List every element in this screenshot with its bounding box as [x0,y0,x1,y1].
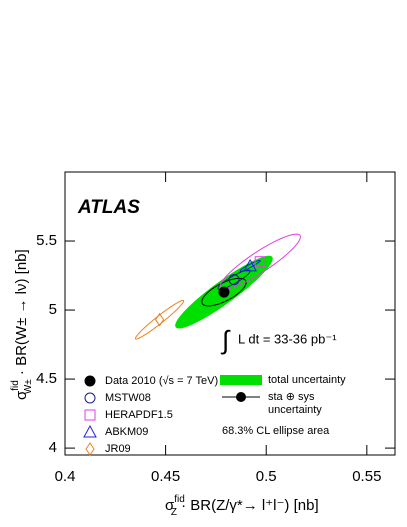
legend-swatch [220,375,262,385]
data-point [254,256,266,268]
legend-label: uncertainty [268,404,322,416]
y-tick-label: 4 [49,439,57,456]
x-label-symbol: σ [165,497,175,514]
x-tick-label: 0.5 [256,468,277,485]
ellipse-note: 68.3% CL ellipse area [222,425,330,437]
legend-label: sta ⊕ sys [268,391,315,403]
data-point [154,312,165,327]
y-label-sub: W± [23,379,34,394]
y-tick-label: 4.5 [36,370,57,387]
prediction-ellipse [134,299,185,340]
legend-label: HERAPDF1.5 [105,409,173,421]
y-label-sup: fid [10,380,21,391]
luminosity: L dt = 33-36 pb⁻¹ [238,331,337,346]
legend-marker [83,424,97,438]
y-axis-label: σfid W± · BR(W± → lν) [nb] [10,249,34,400]
y-label-symbol: σ [13,390,30,400]
legend-label: total uncertainty [268,374,346,386]
legend-label: JR09 [105,443,131,455]
plot-frame [64,171,396,456]
legend-label: MSTW08 [105,392,151,404]
x-label-sup: fid [174,494,185,505]
data-point [243,258,257,272]
legend-marker [84,392,96,404]
x-axis-label: σfid Z · BR(Z/γ*→ l⁺l⁻) [nb] [165,494,319,518]
brand-label: ATLAS [77,197,140,218]
legend-label: Data 2010 (√s = 7 TeV) [105,375,218,387]
legend-marker [84,409,96,421]
prediction-ellipse [219,233,301,290]
legend-label: ABKM09 [105,426,148,438]
x-tick-label: 0.55 [352,468,381,485]
x-tick-label: 0.4 [55,468,76,485]
y-tick-label: 5.5 [36,232,57,249]
x-tick-label: 0.45 [151,468,180,485]
legend-marker [84,375,96,387]
legend-marker [85,442,95,456]
y-label-text: · BR(W± → lν) [nb] [13,249,30,379]
data-point [228,274,240,286]
legend-marker [236,392,246,402]
data-point [218,286,230,298]
x-label-text: · BR(Z/γ*→ l⁺l⁻) [nb] [177,497,319,514]
integral-sign: ∫ [220,325,231,355]
stat-sys-ellipse [201,277,247,307]
x-label-sub: Z [171,507,177,518]
prediction-ellipse [217,269,251,290]
y-tick-label: 5 [49,301,57,318]
